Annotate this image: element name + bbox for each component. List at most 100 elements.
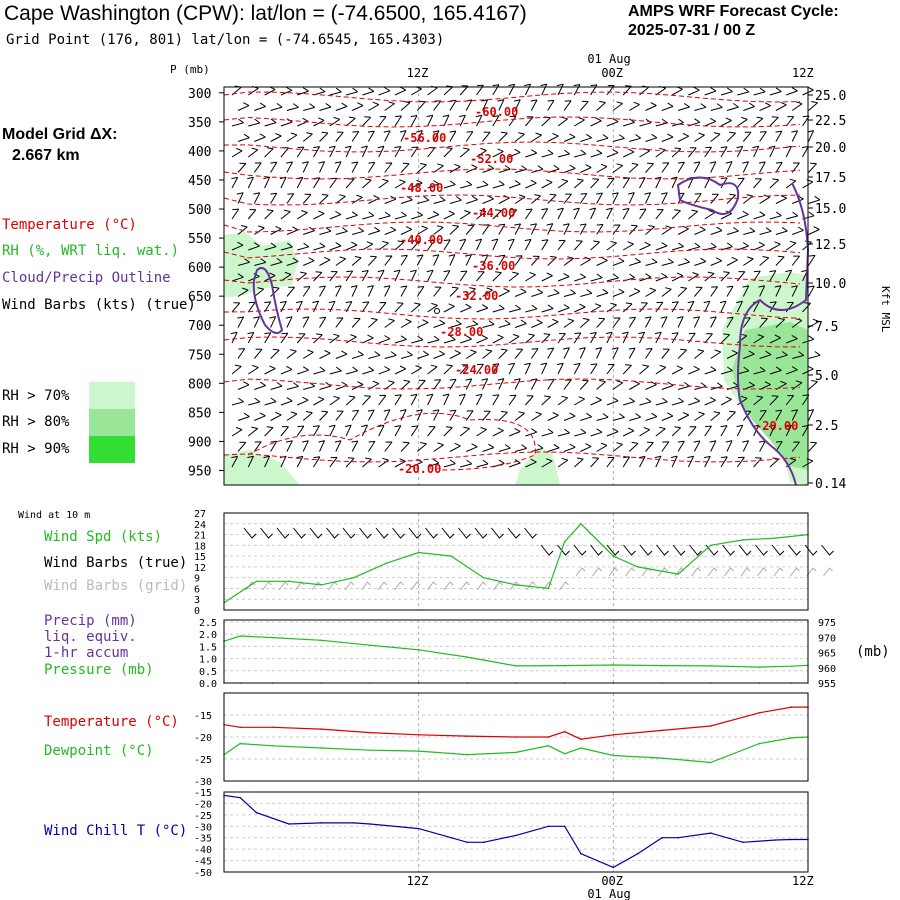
upper-air-wind-barb xyxy=(270,225,282,235)
wind-chill-line-point xyxy=(482,841,485,844)
upper-air-wind-barb xyxy=(677,348,687,359)
upper-air-wind-barb xyxy=(671,86,683,96)
temperature-contour xyxy=(223,336,801,348)
upper-air-wind-barb xyxy=(297,396,309,406)
upper-air-wind-barb xyxy=(476,334,488,344)
upper-air-wind-barb xyxy=(237,316,245,328)
upper-air-wind-barb xyxy=(482,349,493,359)
temperature-line-point xyxy=(466,735,469,737)
wind-chill-line-point xyxy=(547,825,550,828)
upper-air-wind-barb xyxy=(411,211,423,220)
upper-air-wind-barb xyxy=(661,225,672,235)
pressure-line-point xyxy=(417,649,420,651)
upper-air-wind-barb xyxy=(443,147,453,158)
wind10m-grid-barb xyxy=(559,581,569,591)
upper-air-wind-barb xyxy=(605,207,613,220)
upper-air-wind-barb xyxy=(802,302,811,313)
upper-air-wind-barb xyxy=(400,318,412,328)
upper-air-wind-barb xyxy=(410,393,418,406)
upper-air-wind-barb xyxy=(622,177,631,189)
upper-air-wind-barb xyxy=(362,457,372,468)
forecast-cycle-label: AMPS WRF Forecast Cycle: xyxy=(628,3,839,20)
wind-chill-line-point xyxy=(677,836,679,839)
upper-air-wind-barb xyxy=(514,165,527,173)
upper-air-wind-barb xyxy=(329,366,342,375)
pressure-tick-label: 450 xyxy=(188,174,211,189)
wind-speed-line-point xyxy=(612,555,615,557)
temperature-line-point xyxy=(271,726,274,729)
upper-air-wind-barb xyxy=(449,163,461,173)
upper-air-wind-barb xyxy=(313,210,325,220)
upper-air-wind-barb xyxy=(378,178,389,189)
upper-air-wind-barb xyxy=(612,317,621,328)
upper-air-wind-barb xyxy=(433,196,446,204)
upper-air-wind-barb xyxy=(769,334,781,344)
pressure-right-tick-label: 955 xyxy=(818,679,836,690)
temperature-contour xyxy=(223,194,801,206)
upper-air-wind-barb xyxy=(507,238,515,251)
upper-air-wind-barb xyxy=(753,211,766,220)
upper-air-wind-barb xyxy=(492,180,505,189)
upper-air-wind-barb xyxy=(460,303,472,313)
upper-air-wind-barb xyxy=(557,149,570,158)
upper-air-wind-barb xyxy=(351,102,364,111)
upper-air-wind-barb xyxy=(378,366,391,375)
upper-air-wind-barb xyxy=(759,131,767,142)
upper-air-wind-barb xyxy=(312,300,320,313)
upper-air-wind-barb xyxy=(253,162,262,173)
upper-air-wind-barb xyxy=(644,192,652,204)
upper-air-wind-barb xyxy=(466,443,478,452)
temperature-line-point xyxy=(369,731,371,734)
upper-air-wind-barb xyxy=(378,335,391,344)
upper-air-wind-barb xyxy=(736,333,748,344)
upper-air-wind-barb xyxy=(329,242,342,251)
upper-air-wind-barb xyxy=(596,134,609,142)
temperature-contour xyxy=(223,221,801,233)
upper-air-wind-barb xyxy=(377,424,385,437)
upper-air-wind-barb xyxy=(426,269,434,282)
upper-air-wind-barb xyxy=(639,118,652,127)
pressure-line-point xyxy=(563,664,566,667)
legend-wind-barbs: Wind Barbs (kts) (true) xyxy=(2,297,196,313)
upper-air-wind-barb xyxy=(661,162,670,173)
upper-air-wind-barb xyxy=(785,269,793,282)
upper-air-wind-barb xyxy=(313,333,323,344)
upper-air-wind-barb xyxy=(231,427,243,437)
upper-air-wind-barb xyxy=(743,102,755,111)
upper-air-wind-barb xyxy=(579,223,587,235)
pressure-line-point xyxy=(271,636,274,639)
upper-air-wind-barb xyxy=(384,162,393,173)
upper-air-wind-barb xyxy=(345,116,356,127)
upper-air-wind-barb xyxy=(547,318,559,328)
upper-air-wind-barb xyxy=(655,242,668,251)
upper-air-wind-barb xyxy=(530,99,538,111)
upper-air-wind-barb xyxy=(253,316,260,328)
wind10m-tick-label: 12 xyxy=(194,563,206,574)
upper-air-wind-barb xyxy=(694,286,703,297)
legend-rh90-swatch xyxy=(89,436,135,463)
upper-air-wind-barb xyxy=(253,348,263,359)
cross-section-frame xyxy=(223,86,809,486)
upper-air-wind-barb xyxy=(541,458,553,468)
upper-air-wind-barb xyxy=(280,86,293,96)
upper-air-wind-barb xyxy=(296,210,308,220)
upper-air-wind-barb xyxy=(460,459,473,468)
rh-shade-4 xyxy=(515,448,560,485)
upper-air-wind-barb xyxy=(508,148,521,158)
upper-air-wind-barb xyxy=(736,177,745,189)
upper-air-wind-barb xyxy=(563,443,576,452)
upper-air-wind-barb xyxy=(606,273,619,282)
upper-air-wind-barb xyxy=(710,226,723,235)
upper-air-wind-barb xyxy=(465,349,477,359)
upper-air-wind-barb xyxy=(629,413,641,421)
wind10m-grid-barb xyxy=(790,567,800,577)
upper-air-wind-barb xyxy=(753,395,764,406)
upper-air-wind-barb xyxy=(410,240,420,251)
upper-air-wind-barb xyxy=(557,239,566,251)
wind10m-grid-barb xyxy=(394,581,404,591)
upper-air-wind-barb xyxy=(303,382,316,390)
upper-air-wind-barb xyxy=(775,351,788,359)
wind10m-true-barb xyxy=(342,527,356,539)
upper-air-wind-barb xyxy=(432,254,440,266)
upper-air-wind-barb xyxy=(335,102,348,111)
